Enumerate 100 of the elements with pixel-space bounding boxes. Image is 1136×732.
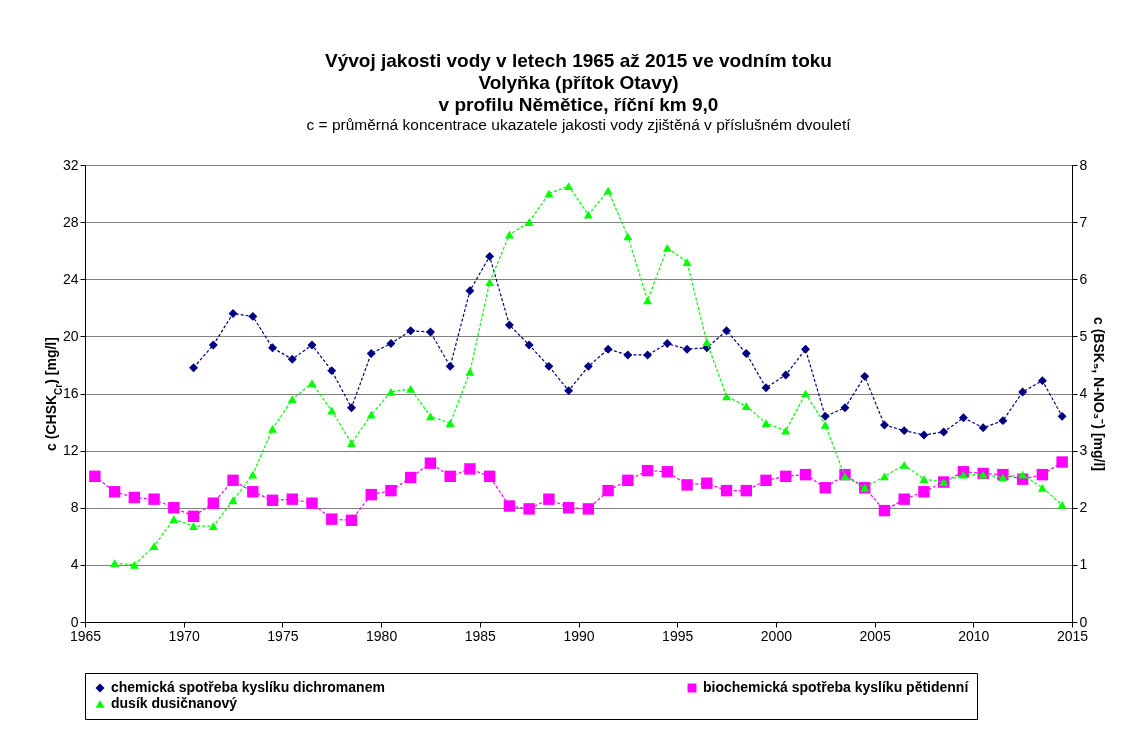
point [208, 522, 218, 530]
legend-label: chemická spotřeba kyslíku dichromanem [111, 679, 385, 695]
y2-tick-label: 6 [1079, 270, 1088, 287]
point [799, 468, 812, 481]
point [386, 339, 396, 348]
point [840, 403, 850, 413]
point [564, 386, 574, 396]
point [544, 361, 554, 371]
x-tick-label: 1995 [662, 627, 694, 644]
point [682, 344, 692, 354]
x-tick-label: 2000 [760, 627, 793, 644]
point [998, 416, 1008, 426]
point [149, 542, 159, 550]
point [287, 395, 297, 404]
y2-tick-label: 1 [1079, 556, 1088, 573]
point [1057, 501, 1067, 509]
point [582, 503, 595, 515]
point [898, 493, 910, 505]
point [445, 361, 455, 371]
point [307, 340, 317, 350]
x-tick-label: 1970 [168, 627, 200, 644]
point [524, 340, 534, 350]
point [208, 340, 218, 350]
y-tick-label: 0 [70, 613, 79, 630]
point [919, 430, 929, 440]
point [998, 473, 1008, 482]
y2-tick-label: 8 [1079, 156, 1088, 173]
point [761, 383, 771, 393]
point [880, 472, 889, 481]
point [1057, 411, 1067, 421]
point [445, 419, 455, 428]
point [780, 470, 792, 483]
y-tick-label: 20 [62, 327, 79, 344]
point [583, 361, 593, 371]
x-tick-label: 1975 [267, 627, 299, 644]
x-tick-label: 2005 [859, 627, 891, 644]
point [720, 484, 733, 497]
point [366, 349, 376, 358]
point [623, 232, 633, 241]
point [662, 243, 672, 252]
y-tick-label: 4 [70, 556, 79, 573]
point [187, 510, 200, 523]
point [425, 327, 435, 337]
point [641, 464, 654, 477]
x-tick-label: 1980 [366, 627, 398, 644]
point [89, 470, 101, 483]
point [228, 496, 238, 505]
point [347, 403, 356, 413]
y2-tick-label: 0 [1079, 613, 1088, 630]
point [485, 251, 495, 261]
point [741, 402, 751, 410]
point [662, 339, 672, 348]
point [326, 513, 338, 525]
point [248, 311, 258, 321]
point [108, 486, 121, 498]
point [603, 344, 613, 354]
point [623, 350, 633, 360]
y2-axis-title: c (BSK₅, N-NO₃⁻) [mg/l] [1091, 317, 1108, 471]
point [740, 484, 752, 497]
point [878, 504, 891, 517]
point [543, 493, 555, 505]
point [504, 320, 514, 330]
point [327, 406, 337, 415]
point [406, 385, 416, 393]
point [345, 514, 358, 527]
point [661, 466, 674, 478]
point [603, 186, 613, 195]
x-tick-label: 1965 [69, 627, 102, 644]
point [405, 471, 417, 484]
point [128, 491, 141, 504]
legend-label: dusík dusičnanový [111, 695, 238, 711]
point [464, 463, 476, 475]
point [485, 278, 495, 286]
point [425, 412, 435, 421]
point [978, 423, 988, 433]
point [110, 559, 120, 568]
point [424, 457, 437, 469]
text: Volyňka (přítok Otavy) [478, 71, 679, 93]
point [760, 474, 772, 487]
point [741, 349, 751, 358]
y2-tick-label: 5 [1079, 327, 1088, 344]
x-tick-label: 2010 [958, 627, 990, 644]
y-tick-label: 24 [62, 270, 79, 287]
point [504, 230, 514, 239]
point [899, 461, 909, 469]
point [820, 421, 830, 429]
point [168, 502, 180, 514]
point [327, 366, 337, 376]
point [503, 500, 516, 512]
point [207, 497, 220, 509]
y-tick-label: 12 [62, 442, 79, 459]
point [682, 258, 692, 266]
point [406, 326, 416, 336]
point [286, 493, 298, 505]
point [306, 497, 318, 509]
point [819, 482, 831, 494]
point [919, 475, 929, 484]
point [939, 427, 949, 437]
point [524, 218, 534, 226]
point [643, 350, 653, 360]
